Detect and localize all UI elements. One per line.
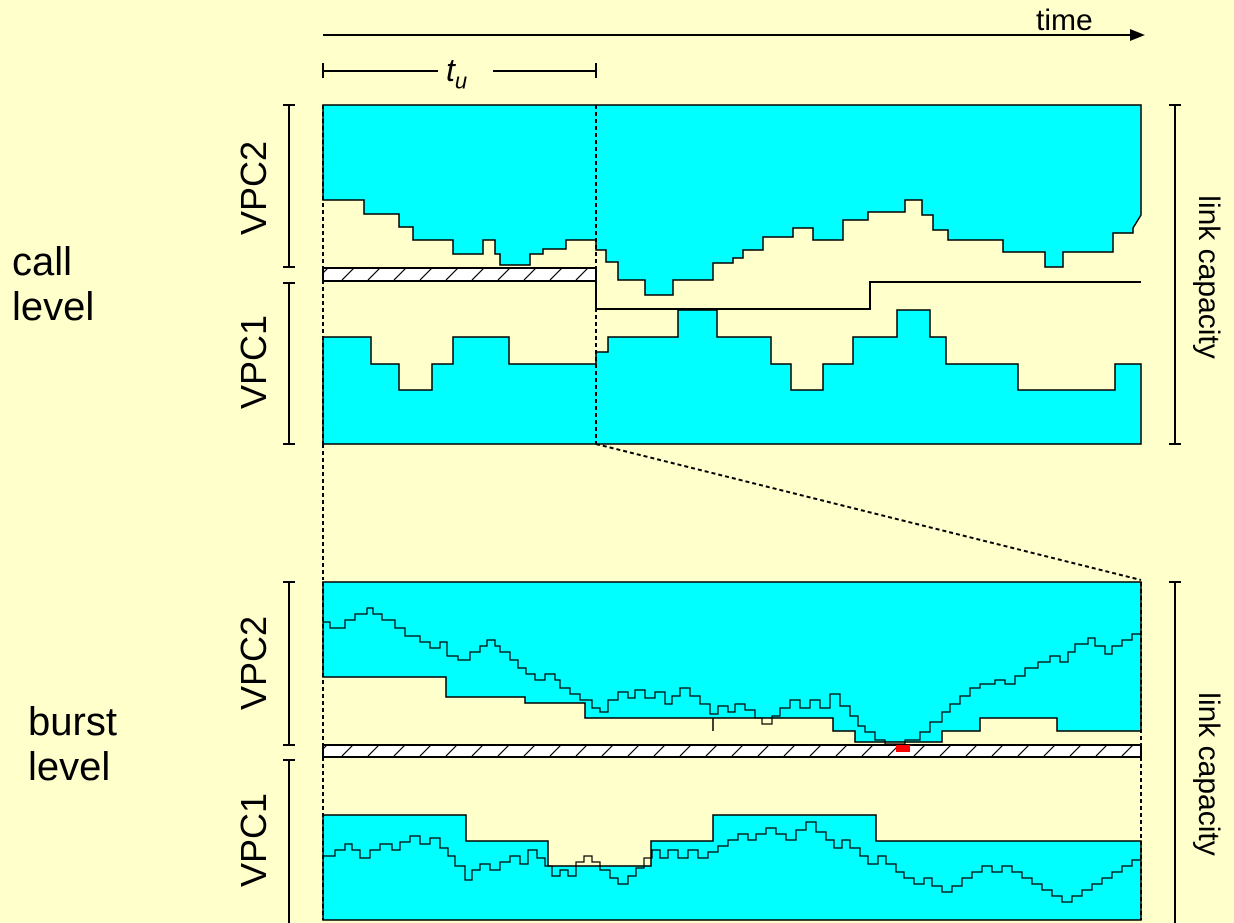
burst-level-line1: burst: [28, 700, 117, 744]
burst-level-label: burst level: [28, 700, 117, 790]
burst-vpc1-fill: [322, 814, 1142, 921]
burst-vpc1-bracket: [283, 759, 295, 923]
tu-bracket: [322, 63, 597, 78]
burst-vpc2-label: VPC2: [233, 615, 274, 711]
burst-vpc2-bracket: [283, 581, 295, 746]
burst-vpc2-trace: [323, 607, 1141, 745]
time-axis: [323, 29, 1145, 41]
call-capacity-bracket: [1169, 104, 1181, 445]
time-label: time: [1036, 4, 1093, 37]
call-vpc1-bracket: [283, 282, 295, 445]
call-hatched-boundary: [322, 267, 597, 282]
zoom-connector-right: [595, 443, 1142, 581]
burst-capacity-label: link capacity: [1192, 692, 1225, 856]
burst-capacity-bracket: [1169, 581, 1181, 923]
tu-label: tu: [446, 52, 467, 94]
call-level-line1: call: [12, 240, 73, 284]
call-level-label: call level: [12, 240, 94, 330]
tu-label-main: t: [446, 52, 455, 88]
call-vpc1-fill: [322, 309, 1142, 445]
burst-level-line2: level: [28, 744, 111, 789]
burst-vpc1-label: VPC1: [233, 792, 274, 888]
burst-hatched-boundary: [322, 744, 1142, 758]
call-split-line: [595, 281, 1141, 310]
arrow-head-icon: [1130, 29, 1145, 41]
call-level-line2: level: [12, 284, 95, 329]
tu-label-subscript: u: [454, 68, 468, 94]
call-capacity-label: link capacity: [1192, 195, 1225, 359]
call-vpc1-label: VPC1: [233, 314, 274, 410]
call-vpc2-label: VPC2: [233, 140, 274, 236]
burst-loss-marker: [896, 745, 910, 752]
burst-vpc2-fill: [322, 581, 1142, 743]
call-vpc2-fill: [322, 104, 1142, 296]
burst-vpc1-trace: [323, 821, 1141, 903]
call-vpc2-bracket: [283, 104, 295, 268]
